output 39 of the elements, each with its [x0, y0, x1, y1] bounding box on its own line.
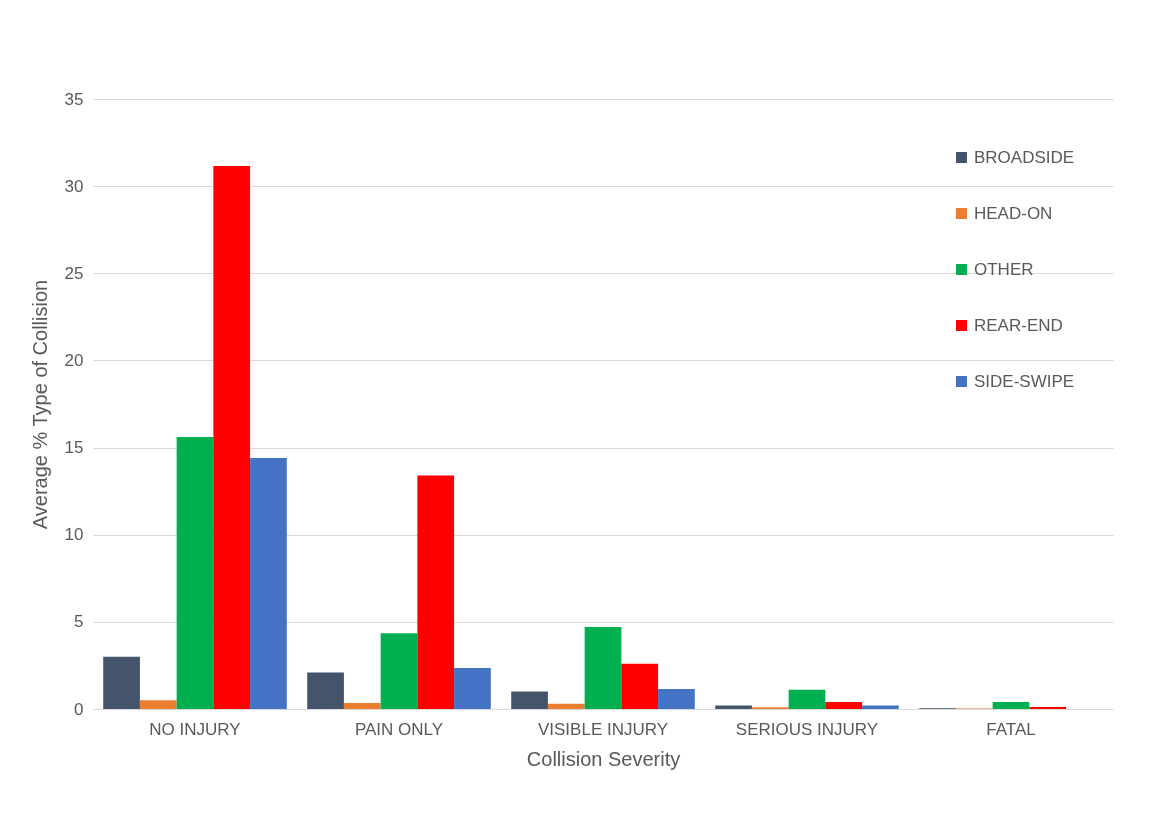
legend-label: SIDE-SWIPE [974, 371, 1075, 391]
legend-label: BROADSIDE [974, 147, 1075, 167]
bar [788, 689, 826, 709]
x-tick-label: VISIBLE INJURY [537, 719, 669, 739]
bar [139, 700, 177, 709]
y-tick-label: 20 [64, 350, 84, 370]
y-tick-label: 30 [64, 176, 84, 196]
bar [992, 702, 1030, 709]
x-tick-label: SERIOUS INJURY [735, 719, 879, 739]
y-tick-label: 35 [64, 89, 84, 109]
bar [547, 703, 585, 709]
legend-label: HEAD-ON [974, 203, 1053, 223]
bar [658, 688, 695, 709]
bar [103, 656, 140, 709]
y-tick-label: 15 [64, 438, 84, 458]
bar [250, 458, 287, 709]
legend-label: OTHER [974, 259, 1034, 279]
y-tick-label: 10 [64, 525, 84, 545]
bar [343, 702, 381, 709]
bar [176, 437, 214, 709]
bar [417, 475, 455, 709]
x-axis-title: Collision Severity [526, 747, 681, 770]
x-tick-label: FATAL [986, 719, 1036, 739]
bar [825, 702, 863, 709]
bar [511, 691, 548, 709]
y-tick-label: 25 [64, 263, 84, 283]
bar [307, 672, 344, 709]
y-axis-title: Average % Type of Collision [28, 279, 51, 530]
x-tick-label: NO INJURY [149, 719, 241, 739]
bar [621, 663, 659, 709]
x-tick-label: PAIN ONLY [354, 719, 444, 739]
bar [584, 627, 622, 709]
y-tick-label: 0 [74, 699, 84, 719]
legend-label: REAR-END [974, 315, 1063, 335]
bar [1029, 706, 1067, 709]
bar [454, 668, 491, 709]
y-tick-label: 5 [74, 612, 84, 632]
bar [380, 633, 418, 709]
bar [213, 166, 251, 709]
